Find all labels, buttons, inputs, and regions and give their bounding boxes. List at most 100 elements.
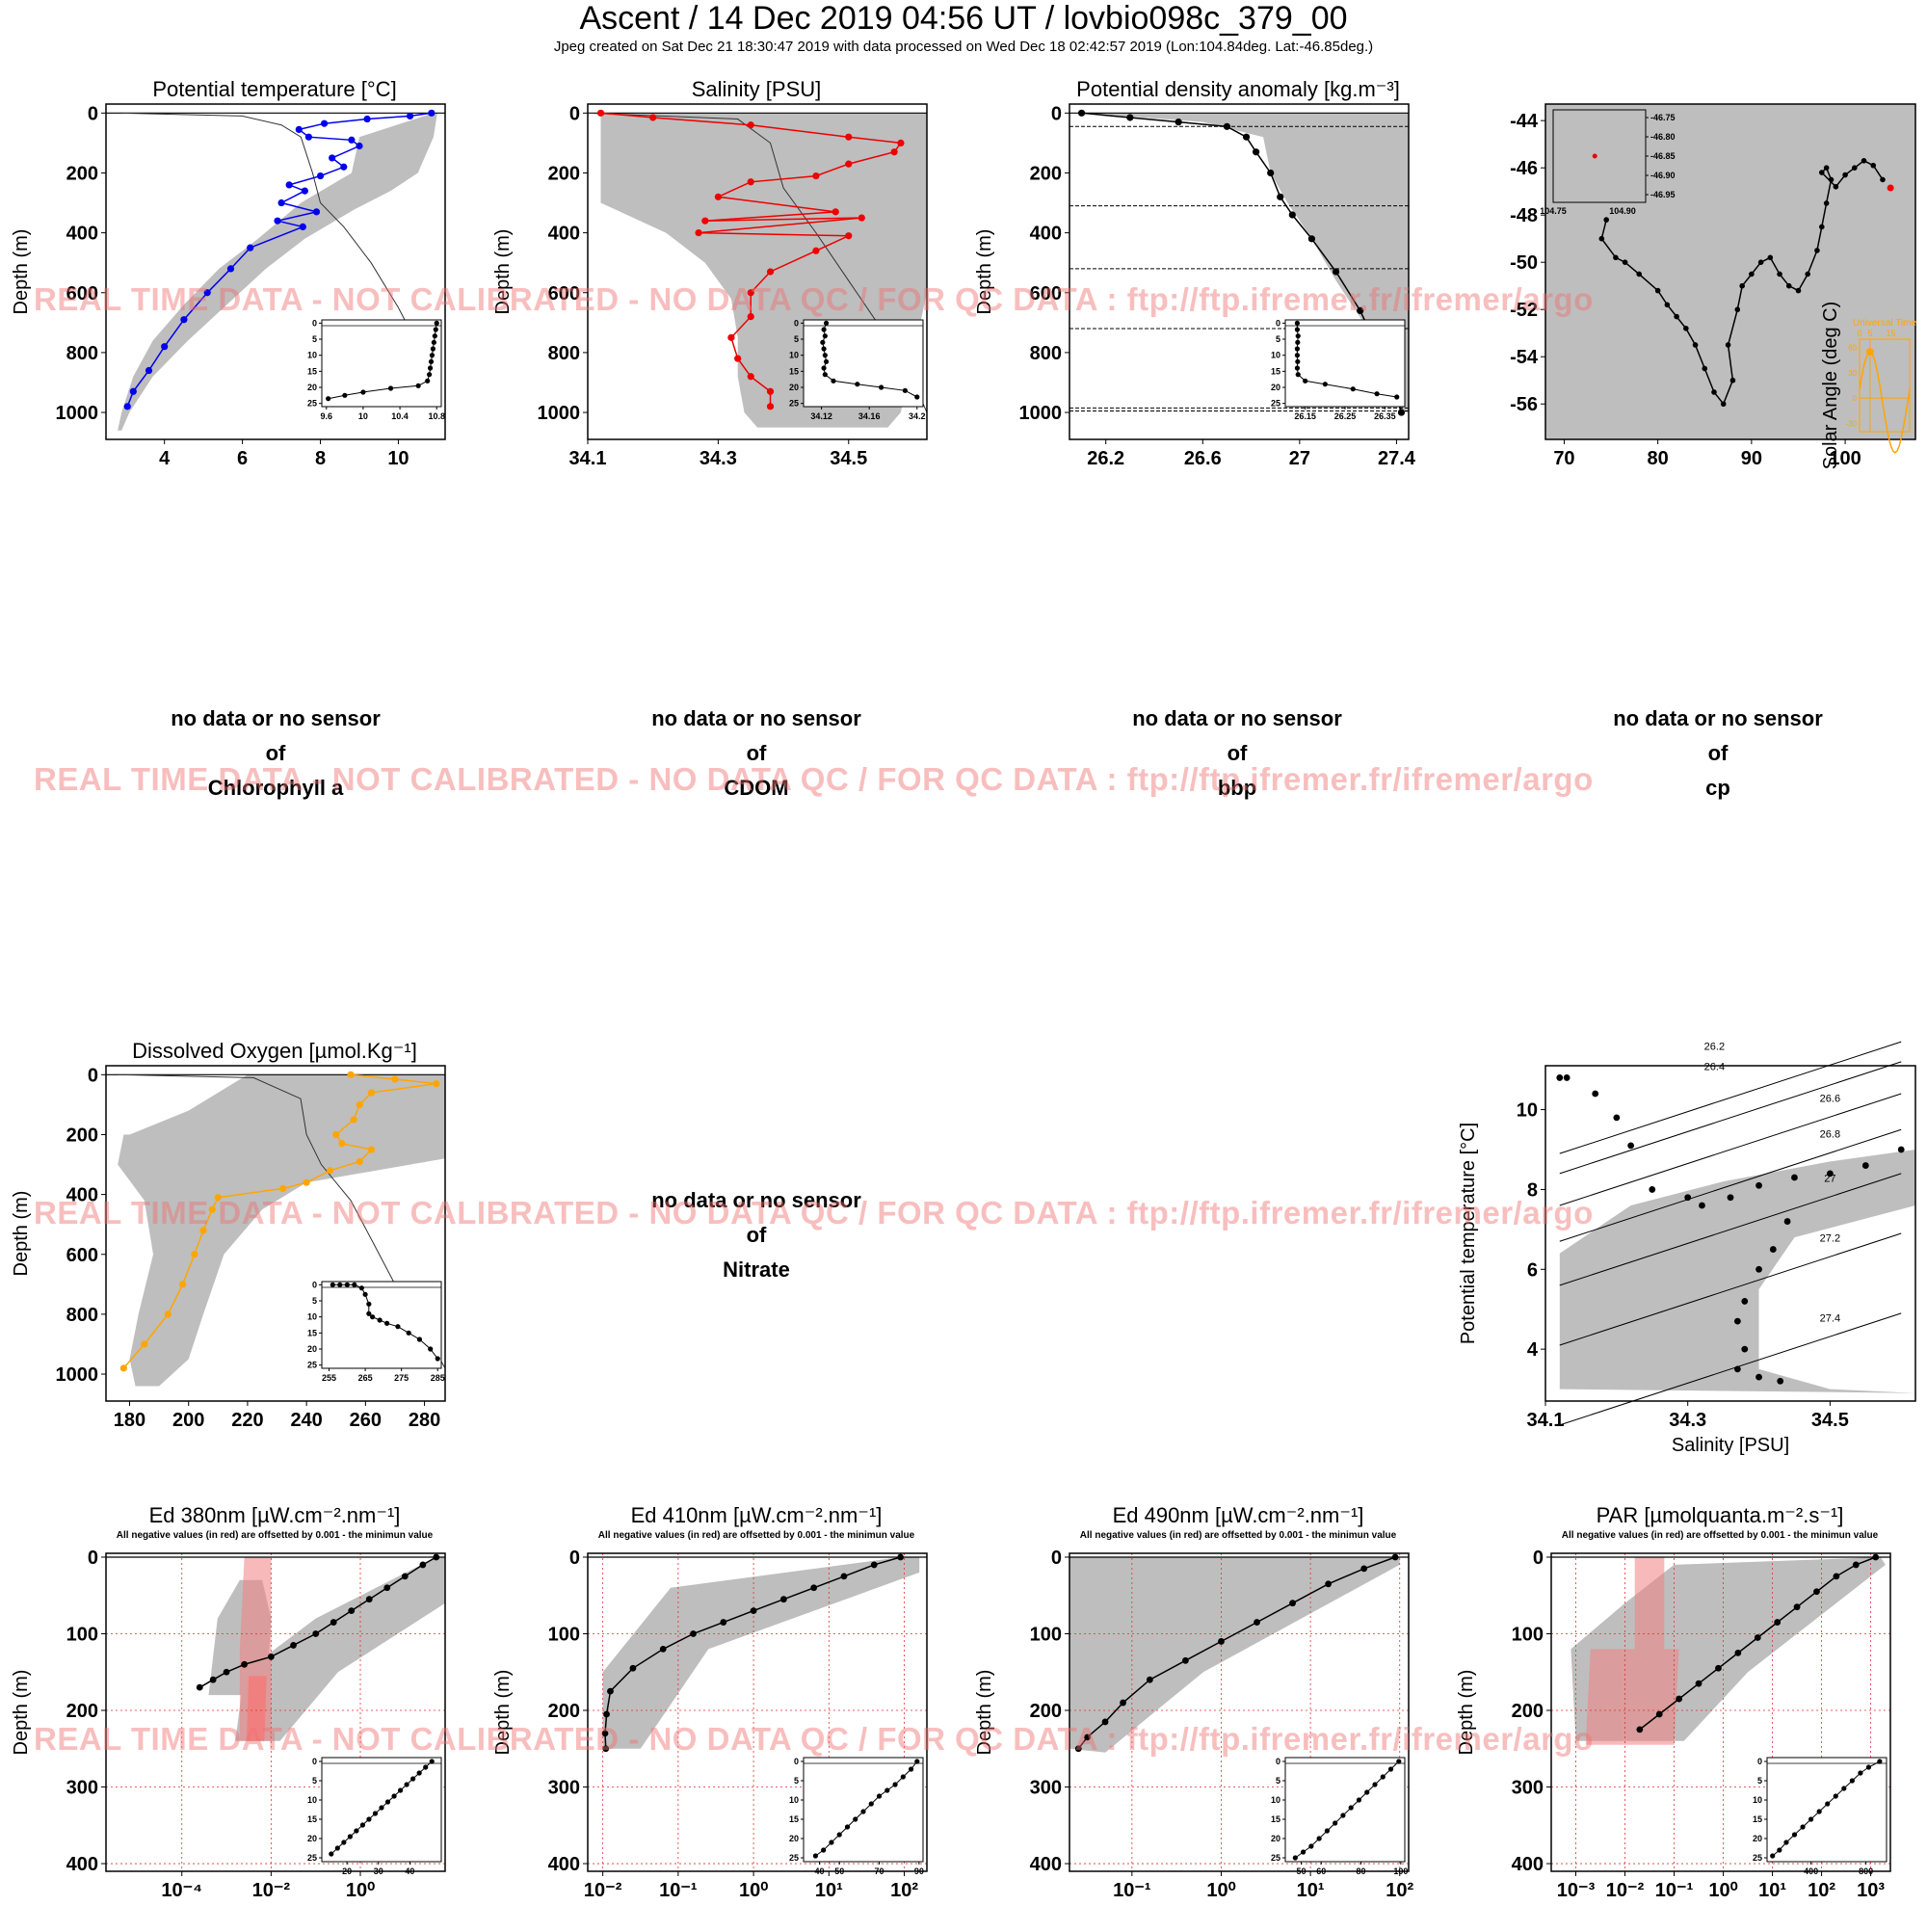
- ed490-inset-point: [1340, 1813, 1346, 1818]
- ts-isopycnal-line: [1559, 1232, 1902, 1346]
- temperature-inset-point: [427, 365, 434, 371]
- temperature-inset-point: [433, 327, 438, 332]
- ts-point: [1733, 1365, 1741, 1373]
- ed410-inset-point: [892, 1782, 898, 1787]
- oxygen-inset-y-tick-label: 20: [307, 1344, 317, 1354]
- ed380-point: [267, 1653, 275, 1660]
- density-inset-point: [1294, 346, 1300, 352]
- oxygen-point: [356, 1157, 363, 1166]
- par-inset-point: [1825, 1801, 1831, 1807]
- salinity-point: [766, 387, 775, 395]
- ed380-point: [383, 1584, 391, 1592]
- oxygen-plot-frame: [105, 1065, 446, 1402]
- salinity-point: [812, 172, 820, 180]
- ed380-inset-point: [391, 1793, 397, 1799]
- ed380-point: [223, 1668, 230, 1676]
- solar-inset-title: Universal Time: [1853, 318, 1917, 329]
- density-plot-frame: [1069, 103, 1410, 440]
- oxygen-inset-point: [344, 1282, 350, 1287]
- oxygen-y-tick-label: 1000: [56, 1364, 99, 1386]
- oxygen-point: [338, 1140, 346, 1148]
- oxygen-inset-x-tick-label: 265: [358, 1373, 373, 1383]
- salinity-inset-point: [822, 353, 828, 358]
- ed410-inset-point: [868, 1801, 874, 1807]
- oxygen-point: [214, 1194, 222, 1202]
- density-point: [1307, 235, 1316, 243]
- density-title: Potential density anomaly [kg.m⁻³]: [1076, 77, 1400, 101]
- ed380-inset-y-tick-label: 25: [307, 1853, 317, 1863]
- salinity-point: [812, 247, 820, 254]
- par-negative-band: [1585, 1649, 1679, 1745]
- ed410-point: [870, 1561, 878, 1569]
- temperature-point: [285, 181, 293, 189]
- ed380-point: [209, 1676, 217, 1683]
- temperature-inset-point: [428, 358, 435, 364]
- density-inset-x-tick-label: 26.25: [1334, 411, 1357, 421]
- trajectory-point: [1622, 259, 1628, 265]
- ed410-inset-point: [821, 1847, 827, 1853]
- trajectory-point: [1795, 287, 1802, 294]
- ed380-point: [401, 1573, 409, 1580]
- salinity-inset-x-tick-label: 34.12: [810, 411, 832, 421]
- temperature-y-label: Depth (m): [11, 229, 32, 315]
- ed410-point: [810, 1584, 818, 1592]
- oxygen-y-tick-label: 200: [66, 1125, 98, 1146]
- oxygen-inset-point: [384, 1320, 390, 1326]
- ed490-inset-y-tick-label: 5: [1276, 1776, 1280, 1786]
- oxygen-y-tick-label: 800: [66, 1305, 98, 1326]
- ed410-inset-point: [812, 1853, 818, 1859]
- oxygen-x-tick-label: 240: [290, 1410, 322, 1431]
- nodata-line1: no data or no sensor: [1132, 706, 1342, 730]
- ed380-inset-x-tick-label: 30: [374, 1866, 383, 1876]
- par-point: [1754, 1634, 1761, 1641]
- par-y-tick-label: 100: [1512, 1624, 1544, 1645]
- ed410-inset-y-tick-label: 15: [789, 1814, 799, 1824]
- par-point: [1695, 1680, 1703, 1687]
- offset-note: All negative values (in red) are offsett…: [597, 1530, 915, 1541]
- ts-plot-frame: [1544, 1065, 1916, 1402]
- salinity-point: [747, 313, 754, 321]
- salinity-point: [845, 133, 853, 141]
- ed410-point: [659, 1645, 667, 1653]
- oxygen-inset-point: [366, 1301, 372, 1307]
- ed380-point: [196, 1683, 203, 1691]
- oxygen-point: [433, 1080, 440, 1088]
- ed410-inset-point: [900, 1774, 906, 1780]
- trajectory-point: [1852, 165, 1858, 171]
- oxygen-y-tick-label: 600: [66, 1245, 98, 1266]
- density-point: [1077, 109, 1086, 117]
- ed410-inset-point: [884, 1787, 890, 1793]
- oxygen-point: [327, 1167, 334, 1175]
- oxygen-point: [356, 1100, 363, 1108]
- trajectory-point: [1814, 248, 1820, 253]
- ed490-inset-x-tick-label: 60: [1316, 1866, 1326, 1876]
- ed410-point: [603, 1710, 610, 1718]
- oxygen-point: [279, 1184, 287, 1192]
- density-point: [1357, 306, 1364, 314]
- temperature-y-tick-label: 400: [66, 224, 98, 245]
- trajectory-point: [1870, 162, 1877, 169]
- ed380-y-label: Depth (m): [11, 1670, 32, 1756]
- ed380-y-tick-label: 0: [88, 1548, 98, 1569]
- oxygen-point: [191, 1251, 198, 1258]
- temperature-point: [129, 387, 137, 395]
- oxygen-inset-point: [330, 1282, 335, 1287]
- density-y-tick-label: 200: [1030, 163, 1062, 184]
- ed380-inset-point: [379, 1805, 384, 1811]
- temperature-plot-frame: [105, 103, 446, 440]
- page-subtitle: Jpeg created on Sat Dec 21 18:30:47 2019…: [553, 39, 1374, 55]
- salinity-point: [897, 139, 905, 146]
- par-x-tick-label: 10³: [1857, 1880, 1885, 1901]
- salinity-point: [747, 373, 754, 381]
- ed410-inset-x-tick-label: 90: [914, 1866, 924, 1876]
- temperature-inset-x-tick-label: 10.8: [428, 411, 445, 421]
- oxygen-y-label: Depth (m): [11, 1191, 32, 1277]
- ed410-inset-point: [853, 1816, 858, 1822]
- ts-x-tick-label: 34.3: [1669, 1410, 1706, 1431]
- trajectory-inset-x-tick-label: 104.90: [1609, 206, 1636, 216]
- ed410-plot-frame: [587, 1552, 928, 1872]
- salinity-inset-point: [821, 346, 827, 352]
- salinity-inset-y-tick-label: 0: [794, 318, 799, 328]
- salinity-inset-x-tick-label: 34.2: [909, 411, 926, 421]
- salinity-y-tick-label: 1000: [538, 403, 581, 424]
